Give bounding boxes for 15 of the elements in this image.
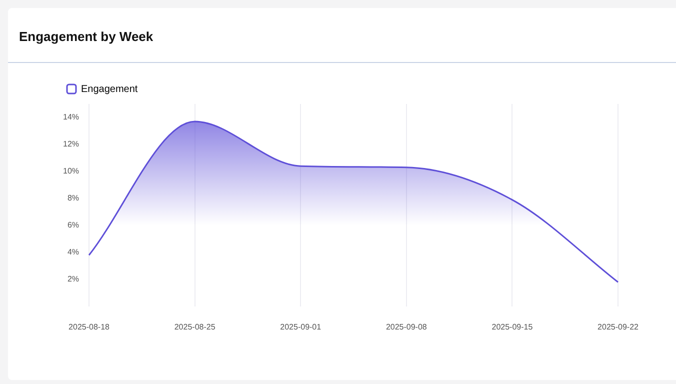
y-tick-label: 6%	[67, 220, 80, 230]
x-tick-label: 2025-08-18	[68, 322, 110, 332]
x-tick-label: 2025-09-22	[598, 322, 640, 332]
x-tick-label: 2025-09-08	[386, 322, 428, 332]
y-tick-label: 2%	[67, 274, 80, 284]
legend-label: Engagement	[81, 84, 138, 95]
x-tick-label: 2025-08-25	[174, 322, 216, 332]
y-tick-label: 4%	[67, 248, 80, 257]
x-tick-label: 2025-09-15	[492, 322, 534, 332]
y-tick-label: 8%	[67, 194, 80, 203]
y-tick-label: 10%	[62, 166, 80, 176]
y-tick-label: 14%	[62, 112, 80, 122]
x-tick-label: 2025-09-01	[280, 322, 322, 332]
chart-title: Engagement by Week	[19, 29, 154, 44]
y-tick-label: 12%	[62, 140, 80, 149]
